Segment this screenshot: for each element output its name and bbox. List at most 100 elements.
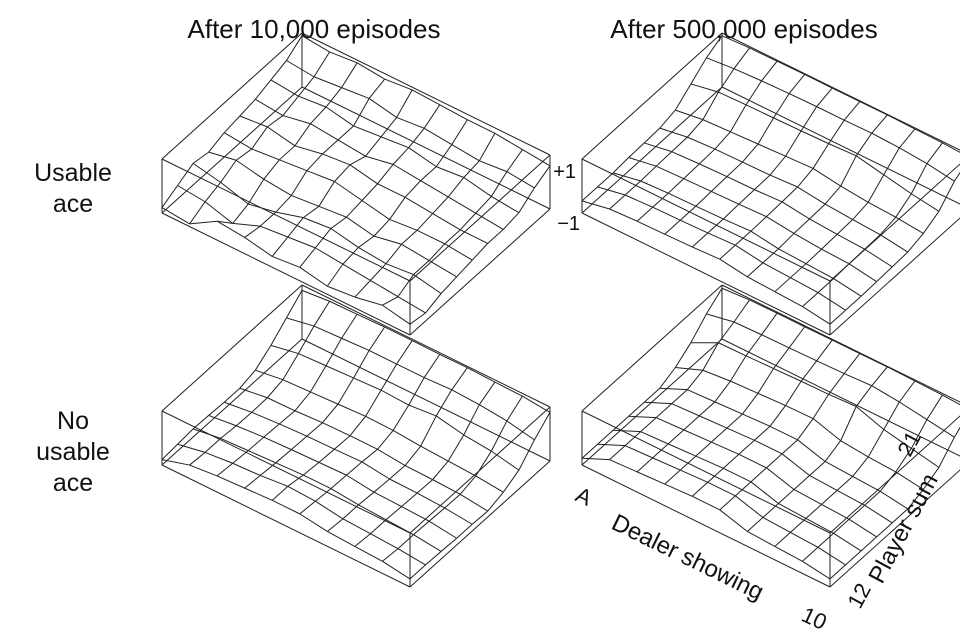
surface-mesh-line [757,368,774,394]
surface-mesh-line [291,435,308,451]
surface-mesh-line [373,491,402,507]
surface-mesh-line [275,195,292,213]
surface-mesh-line [447,460,477,477]
surface-mesh-line [671,389,688,405]
surface-mesh-line [612,415,630,431]
surface-mesh-line [287,217,304,238]
surface-mesh-line [793,475,810,490]
surface-mesh-line [581,186,598,202]
surface-mesh-line [871,132,900,149]
surface-mesh-line [161,459,190,466]
surface-mesh-line [790,277,819,294]
surface-mesh-line [223,132,253,150]
surface-mesh-line [671,151,700,165]
surface-mesh-line [613,429,641,433]
surface-mesh-line [299,266,328,287]
surface-mesh-line [942,142,960,153]
surface-mesh-line [341,87,370,99]
surface-mesh-line [244,237,273,257]
surface-mesh-line [836,219,854,235]
surface-mesh-line [220,437,249,452]
surface-mesh-line [325,106,354,127]
surface-mesh-line [247,436,265,451]
surface-mesh-line [640,180,669,194]
surface-mesh-line [370,519,387,535]
surface-mesh-line [177,428,194,445]
surface-mesh-line [702,119,731,133]
surface-mesh-line [401,492,418,507]
surface-mesh-line [248,450,276,464]
surface-mesh-line [848,263,877,283]
surface-mesh-line [840,155,857,187]
surface-mesh-line [361,183,378,201]
surface-mesh-line [177,163,194,186]
surface-mesh-line [192,151,209,164]
surface-mesh-line [690,57,707,85]
surface-mesh-line [337,125,354,141]
surface-mesh-line [769,405,786,427]
surface-mesh-line [730,104,747,133]
surface-mesh-line [223,115,241,134]
surface-mesh-line [456,523,473,539]
surface-mesh-line [451,119,468,145]
surface-mesh-line [334,448,363,463]
surface-mesh-line [824,440,842,462]
surface-mesh-line [208,401,225,416]
box-edge-bottom [721,86,960,205]
surface-mesh-line [392,147,410,165]
surface-mesh-line [855,406,885,430]
surface-mesh-line [773,347,790,369]
surface-mesh-line [832,87,860,103]
surface-mesh-line [797,418,814,441]
surface-mesh-line [279,423,308,437]
surface-mesh-line [816,339,833,362]
box-edge-bottom [409,208,551,336]
surface-mesh-line [723,467,752,483]
surface-mesh-line [447,196,477,214]
surface-mesh-line [413,274,442,294]
surface-mesh-line [287,474,304,487]
surface-mesh-line [396,363,425,379]
surface-mesh-line [440,537,457,552]
box-edge-bottom [301,338,551,462]
box-edge-bottom [409,460,551,588]
surface-mesh-line [679,455,697,471]
surface-mesh-line [330,216,347,229]
surface-mesh-line [447,434,465,462]
surface-mesh-line [828,143,857,157]
surface-mesh-line [392,404,410,431]
surface-mesh-line [287,485,316,502]
surface-mesh-line [680,469,708,483]
surface-mesh-line [738,453,767,469]
surface-mesh-line [365,415,394,431]
surface-mesh-line [812,394,830,419]
surface-mesh-line [695,205,724,220]
surface-mesh-line [624,180,642,196]
surface-mesh-line [706,287,723,315]
surface-mesh-line [235,159,265,180]
box-edge-bottom [829,217,960,336]
surface-mesh-line [177,443,206,453]
surface-mesh-line [401,243,430,261]
surface-mesh-line [432,460,449,480]
surface-mesh-line [330,474,347,489]
surface-mesh-line [349,435,378,450]
surface-mesh-line [609,194,626,210]
surface-mesh-line [447,177,465,198]
surface-mesh-line [397,534,414,550]
surface-mesh-line [432,479,461,495]
surface-mesh-line [428,520,457,539]
surface-mesh-line [325,338,342,367]
surface-mesh-line [769,155,786,176]
surface-mesh-line [733,321,762,336]
surface-mesh-line [852,219,881,236]
surface-mesh-line [766,201,783,217]
surface-mesh-line [686,369,704,390]
surface-mesh-line [829,564,846,580]
surface-mesh-line [848,504,866,520]
surface-mesh-line [294,123,311,147]
surface-mesh-line [451,389,480,406]
surface-mesh-line [719,495,736,511]
surface-mesh-line [255,98,284,116]
surface-mesh-line [864,490,881,506]
